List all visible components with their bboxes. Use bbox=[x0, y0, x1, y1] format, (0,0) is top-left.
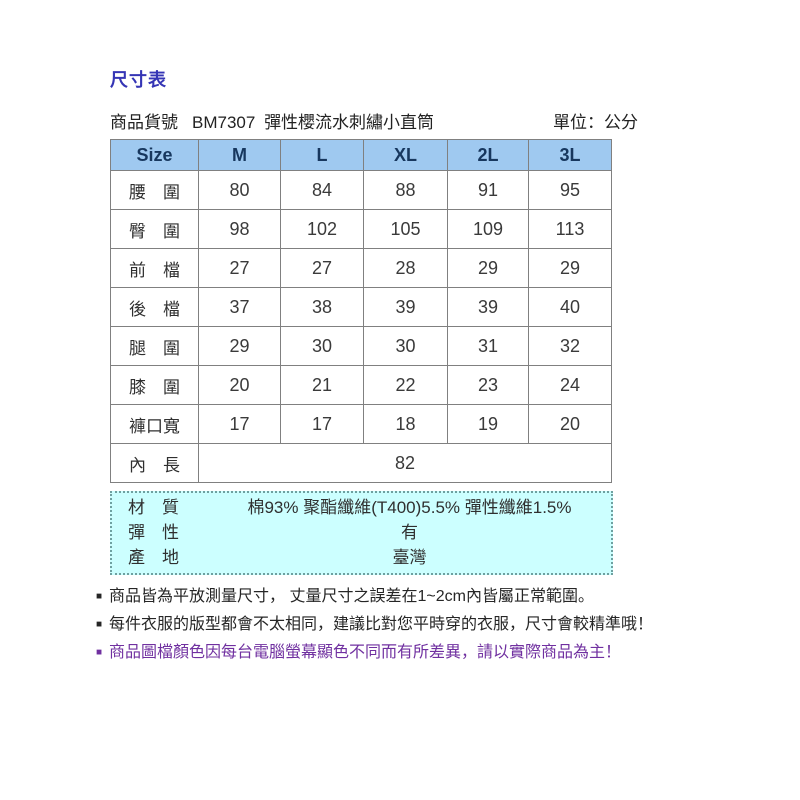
value-cell: 109 bbox=[447, 209, 529, 249]
note-measurement: ■ 商品皆為平放測量尺寸， 丈量尺寸之誤差在1~2cm內皆屬正常範圍。 bbox=[96, 583, 716, 611]
table-row-knee: 膝 圍 20 21 22 23 24 bbox=[110, 365, 612, 405]
material-info-box: 材 質 棉93% 聚酯纖維(T400)5.5% 彈性纖維1.5% 彈 性 有 產… bbox=[110, 491, 613, 575]
info-row-origin: 產 地 臺灣 bbox=[112, 545, 611, 570]
value-cell: 20 bbox=[528, 404, 612, 444]
value-cell: 105 bbox=[363, 209, 448, 249]
row-label: 前 檔 bbox=[110, 248, 199, 288]
value-cell: 39 bbox=[363, 287, 448, 327]
header-cell-size: Size bbox=[110, 139, 199, 171]
table-row-hip: 臀 圍 98 102 105 109 113 bbox=[110, 209, 612, 249]
value-cell: 91 bbox=[447, 170, 529, 210]
product-info-row: 商品貨號 BM7307 彈性櫻流水刺繡小直筒 單位：公分 bbox=[110, 108, 638, 133]
size-table-header-row: Size M L XL 2L 3L bbox=[110, 139, 612, 171]
info-row-material: 材 質 棉93% 聚酯纖維(T400)5.5% 彈性纖維1.5% bbox=[112, 495, 611, 520]
value-cell: 95 bbox=[528, 170, 612, 210]
header-cell-3l: 3L bbox=[528, 139, 612, 171]
row-label: 臀 圍 bbox=[110, 209, 199, 249]
value-cell: 19 bbox=[447, 404, 529, 444]
table-row-waist: 腰 圍 80 84 88 91 95 bbox=[110, 170, 612, 210]
header-cell-xl: XL bbox=[363, 139, 448, 171]
info-value: 臺灣 bbox=[392, 548, 427, 567]
value-cell: 29 bbox=[528, 248, 612, 288]
table-row-thigh: 腿 圍 29 30 30 31 32 bbox=[110, 326, 612, 366]
value-cell: 84 bbox=[280, 170, 364, 210]
value-cell: 17 bbox=[198, 404, 281, 444]
value-cell: 31 bbox=[447, 326, 529, 366]
value-cell: 40 bbox=[528, 287, 612, 327]
value-cell: 28 bbox=[363, 248, 448, 288]
value-cell: 17 bbox=[280, 404, 364, 444]
value-cell: 20 bbox=[198, 365, 281, 405]
value-cell: 18 bbox=[363, 404, 448, 444]
page-title: 尺寸表 bbox=[110, 70, 167, 90]
value-cell: 32 bbox=[528, 326, 612, 366]
header-cell-2l: 2L bbox=[447, 139, 529, 171]
bullet-square-icon: ■ bbox=[96, 591, 103, 602]
info-row-elasticity: 彈 性 有 bbox=[112, 520, 611, 545]
note-text: 商品皆為平放測量尺寸， 丈量尺寸之誤差在1~2cm內皆屬正常範圍。 bbox=[109, 588, 594, 605]
info-label: 彈 性 bbox=[128, 523, 179, 542]
value-cell: 102 bbox=[280, 209, 364, 249]
row-label: 後 檔 bbox=[110, 287, 199, 327]
note-fit: ■ 每件衣服的版型都會不太相同，建議比對您平時穿的衣服，尺寸會較精準哦！ bbox=[96, 611, 716, 639]
value-cell: 30 bbox=[363, 326, 448, 366]
product-code-label: 商品貨號 bbox=[110, 113, 178, 132]
value-cell: 39 bbox=[447, 287, 529, 327]
product-name: 彈性櫻流水刺繡小直筒 bbox=[264, 113, 435, 132]
bullet-square-icon: ■ bbox=[96, 619, 103, 630]
value-cell: 27 bbox=[280, 248, 364, 288]
info-label: 產 地 bbox=[128, 548, 179, 567]
value-cell: 88 bbox=[363, 170, 448, 210]
header-cell-l: L bbox=[280, 139, 364, 171]
unit-label: 單位：公分 bbox=[553, 113, 638, 132]
row-label: 膝 圍 bbox=[110, 365, 199, 405]
notes-section: ■ 商品皆為平放測量尺寸， 丈量尺寸之誤差在1~2cm內皆屬正常範圍。 ■ 每件衣服… bbox=[96, 583, 716, 667]
value-cell: 80 bbox=[198, 170, 281, 210]
bullet-square-icon: ■ bbox=[96, 647, 103, 658]
note-text: 商品圖檔顏色因每台電腦螢幕顯色不同而有所差異，請以實際商品為主！ bbox=[109, 644, 622, 661]
value-cell: 23 bbox=[447, 365, 529, 405]
table-row-back-rise: 後 檔 37 38 39 39 40 bbox=[110, 287, 612, 327]
info-label: 材 質 bbox=[128, 498, 179, 517]
value-cell: 24 bbox=[528, 365, 612, 405]
table-row-leg-opening: 褲口寬 17 17 18 19 20 bbox=[110, 404, 612, 444]
value-cell: 29 bbox=[447, 248, 529, 288]
table-row-front-rise: 前 檔 27 27 28 29 29 bbox=[110, 248, 612, 288]
info-value: 有 bbox=[401, 523, 418, 542]
value-cell: 113 bbox=[528, 209, 612, 249]
value-cell: 21 bbox=[280, 365, 364, 405]
info-value: 棉93% 聚酯纖維(T400)5.5% 彈性纖維1.5% bbox=[247, 498, 572, 517]
row-label: 腰 圍 bbox=[110, 170, 199, 210]
content-area: 尺寸表 商品貨號 BM7307 彈性櫻流水刺繡小直筒 單位：公分 Size M L… bbox=[96, 66, 653, 667]
inseam-value-cell: 82 bbox=[198, 443, 612, 483]
value-cell: 98 bbox=[198, 209, 281, 249]
table-row-inseam: 內 長 82 bbox=[110, 443, 612, 483]
row-label: 內 長 bbox=[110, 443, 199, 483]
value-cell: 29 bbox=[198, 326, 281, 366]
product-code: BM7307 bbox=[192, 113, 256, 132]
value-cell: 30 bbox=[280, 326, 364, 366]
header-cell-m: M bbox=[198, 139, 281, 171]
note-text: 每件衣服的版型都會不太相同，建議比對您平時穿的衣服，尺寸會較精準哦！ bbox=[109, 616, 654, 633]
value-cell: 22 bbox=[363, 365, 448, 405]
product-info: 商品貨號 BM7307 彈性櫻流水刺繡小直筒 bbox=[110, 108, 438, 133]
value-cell: 37 bbox=[198, 287, 281, 327]
size-table: Size M L XL 2L 3L 腰 圍 80 84 88 91 95 bbox=[110, 139, 612, 483]
row-label: 褲口寬 bbox=[110, 404, 199, 444]
note-color-disclaimer: ■ 商品圖檔顏色因每台電腦螢幕顯色不同而有所差異，請以實際商品為主！ bbox=[96, 639, 716, 667]
row-label: 腿 圍 bbox=[110, 326, 199, 366]
value-cell: 38 bbox=[280, 287, 364, 327]
value-cell: 27 bbox=[198, 248, 281, 288]
